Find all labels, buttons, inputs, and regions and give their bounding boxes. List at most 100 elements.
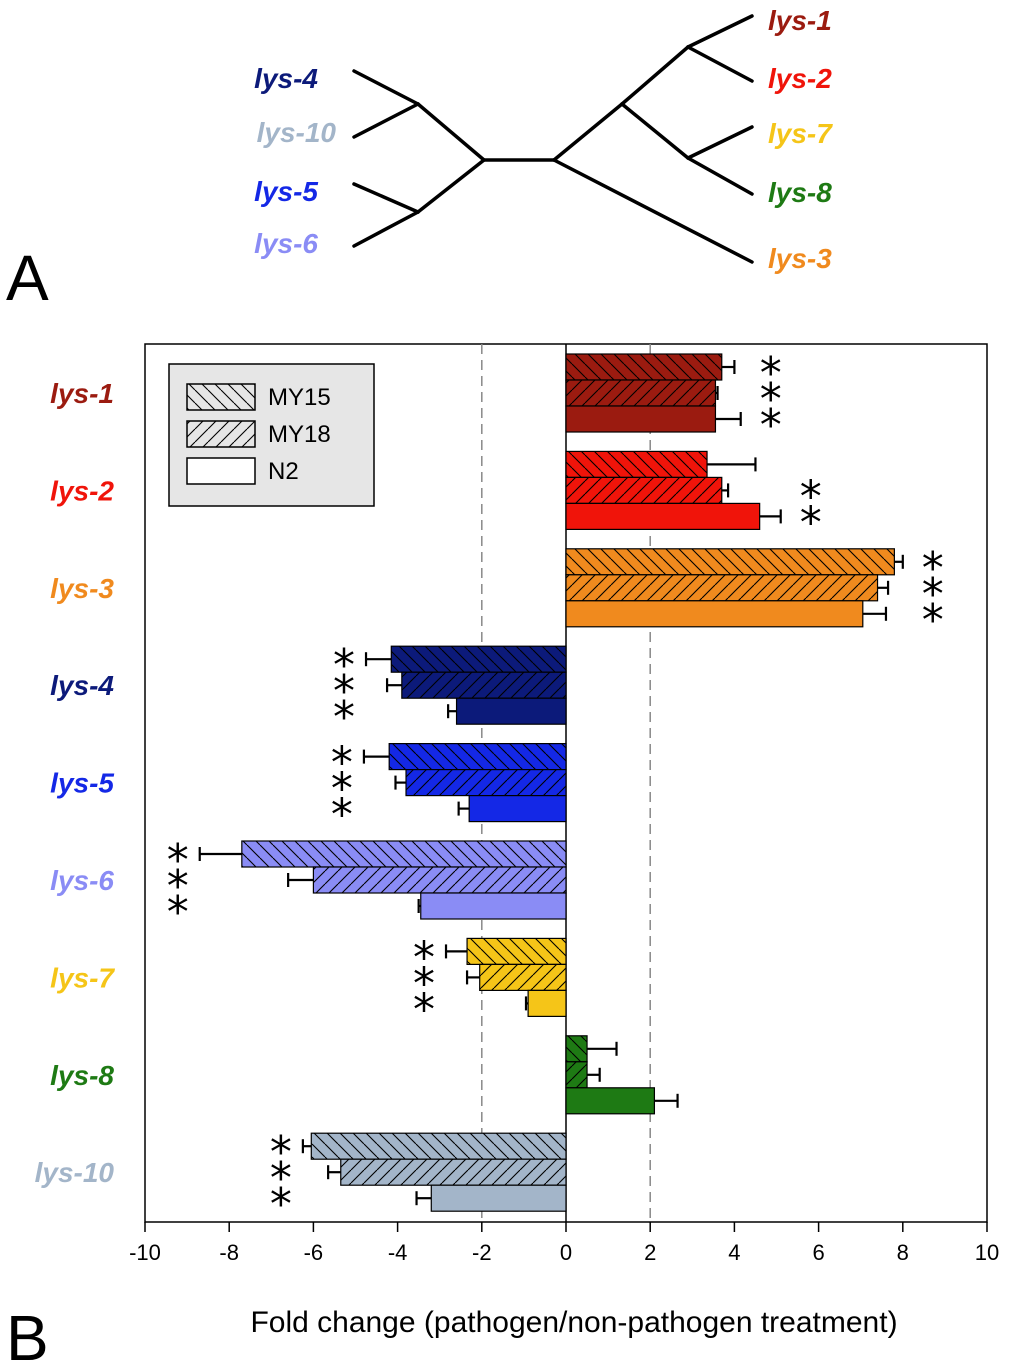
bar-lys-6-n2 xyxy=(420,892,567,920)
x-tick-label: -6 xyxy=(304,1240,324,1265)
legend-label-n2: N2 xyxy=(268,458,299,485)
x-tick-label: 4 xyxy=(728,1240,740,1265)
significance-star: * xyxy=(333,666,355,717)
bar-hatch-lys-4-my15 xyxy=(391,646,566,673)
x-tick-label: 2 xyxy=(644,1240,656,1265)
bar-hatch-lys-2-my15 xyxy=(566,451,708,478)
bar-lys-5-n2 xyxy=(468,794,567,823)
significance-star: * xyxy=(331,790,353,841)
bar-lys-7-n2 xyxy=(527,989,567,1018)
x-tick-label: 10 xyxy=(975,1240,999,1265)
category-label-lys-6: lys-6 xyxy=(50,865,114,896)
significance-star: * xyxy=(760,374,782,425)
bar-group-lys-4: *** xyxy=(333,640,567,743)
bar-hatch-lys-10-my18 xyxy=(340,1159,566,1186)
phylogenetic-tree: lys-1 lys-2 lys-7 lys-8 lys-3 lys-4 lys-… xyxy=(254,5,833,274)
bar-group-lys-3: *** xyxy=(565,543,944,646)
significance-star: * xyxy=(800,471,822,522)
significance-star: * xyxy=(270,1127,292,1178)
category-labels: lys-1 lys-2 lys-3 lys-4 lys-5 lys-6 lys-7 lys-8… xyxy=(35,378,116,1188)
bar-hatch-lys-7-my18 xyxy=(479,964,566,991)
category-label-lys-7: lys-7 xyxy=(50,962,115,993)
bar-group: *********************** xyxy=(167,348,944,1230)
bar-hatch-lys-4-my18 xyxy=(401,672,566,699)
legend: MY15 MY18 N2 xyxy=(168,363,375,507)
category-label-lys-3: lys-3 xyxy=(50,573,114,604)
category-label-lys-4: lys-4 xyxy=(50,670,114,701)
tree-leaf-lys-7: lys-7 xyxy=(768,118,833,149)
panel-a-label: A xyxy=(6,242,49,314)
x-tick-label: -4 xyxy=(388,1240,408,1265)
bar-hatch-lys-10-my15 xyxy=(311,1133,566,1160)
bar-lys-3-n2 xyxy=(565,600,864,628)
bar-hatch-lys-5-my18 xyxy=(406,769,566,796)
significance-star: * xyxy=(333,692,355,743)
bar-hatch-lys-8-my18 xyxy=(566,1061,588,1088)
bar-hatch-lys-6-my15 xyxy=(241,841,566,867)
x-tick-label: -10 xyxy=(129,1240,161,1265)
bar-hatch-lys-8-my15 xyxy=(566,1035,588,1062)
bar-group-lys-1: *** xyxy=(565,348,782,451)
bar-lys-4-n2 xyxy=(455,697,567,725)
bar-hatch-lys-2-my18 xyxy=(566,477,722,504)
tree-branches xyxy=(352,14,754,264)
bar-group-lys-8 xyxy=(565,1035,679,1115)
significance-star: * xyxy=(333,640,355,691)
legend-label-my18: MY18 xyxy=(268,421,331,448)
tree-leaf-lys-6: lys-6 xyxy=(254,228,318,259)
significance-star: * xyxy=(331,764,353,815)
significance-star: * xyxy=(922,569,944,620)
category-label-lys-2: lys-2 xyxy=(50,475,114,506)
bar-lys-10-n2 xyxy=(430,1184,567,1212)
panel-b-label: B xyxy=(6,1302,49,1366)
legend-label-my15: MY15 xyxy=(268,384,331,411)
bar-hatch-lys-1-my18 xyxy=(566,380,716,406)
x-tick-label: 6 xyxy=(812,1240,824,1265)
tree-leaf-lys-3: lys-3 xyxy=(768,243,832,274)
significance-star: * xyxy=(413,932,435,983)
x-axis-title: Fold change (pathogen/non-pathogen treat… xyxy=(250,1306,897,1339)
legend-swatch-my15 xyxy=(186,383,256,411)
significance-star: * xyxy=(922,543,944,594)
x-axis: -10 -8 -6 -4 -2 0 2 4 6 8 10 xyxy=(129,1222,999,1265)
bar-lys-8-n2 xyxy=(565,1087,656,1115)
significance-star: * xyxy=(331,738,353,789)
bar-hatch-lys-3-my18 xyxy=(566,574,878,601)
bar-group-lys-6: *** xyxy=(167,835,567,938)
legend-swatch-my18 xyxy=(186,420,256,448)
significance-star: * xyxy=(167,861,189,912)
significance-star: * xyxy=(167,887,189,938)
significance-star: * xyxy=(760,348,782,399)
significance-star: * xyxy=(760,400,782,451)
bar-group-lys-5: *** xyxy=(331,738,567,841)
bar-lys-2-n2 xyxy=(565,502,761,530)
tree-leaf-lys-5: lys-5 xyxy=(254,176,318,207)
bar-hatch-lys-1-my15 xyxy=(566,354,722,380)
x-tick-label: -8 xyxy=(219,1240,239,1265)
tree-leaf-lys-8: lys-8 xyxy=(768,177,832,208)
bar-lys-1-n2 xyxy=(565,405,717,433)
significance-star: * xyxy=(270,1153,292,1204)
significance-star: * xyxy=(922,595,944,646)
bar-hatch-lys-5-my15 xyxy=(389,743,566,770)
significance-star: * xyxy=(800,497,822,548)
legend-swatch-n2 xyxy=(186,457,256,485)
bar-group-lys-2: ** xyxy=(565,450,822,548)
significance-star: * xyxy=(167,835,189,886)
bar-hatch-lys-3-my15 xyxy=(566,548,895,575)
significance-star: * xyxy=(413,958,435,1009)
tree-leaf-lys-1: lys-1 xyxy=(768,5,832,36)
x-tick-label: 8 xyxy=(897,1240,909,1265)
category-label-lys-8: lys-8 xyxy=(50,1060,114,1091)
x-tick-label: -2 xyxy=(472,1240,492,1265)
bar-hatch-lys-7-my15 xyxy=(467,938,566,965)
bar-group-lys-10: *** xyxy=(270,1127,567,1230)
tree-leaf-lys-4: lys-4 xyxy=(254,63,318,94)
category-label-lys-5: lys-5 xyxy=(50,768,114,799)
fold-change-bar-chart: *********************** lys-1lys-2lys-3l… xyxy=(35,343,999,1339)
tree-leaf-lys-10: lys-10 xyxy=(257,117,337,148)
category-label-lys-1: lys-1 xyxy=(50,378,114,409)
significance-star: * xyxy=(270,1179,292,1230)
category-label-lys-10: lys-10 xyxy=(35,1157,115,1188)
